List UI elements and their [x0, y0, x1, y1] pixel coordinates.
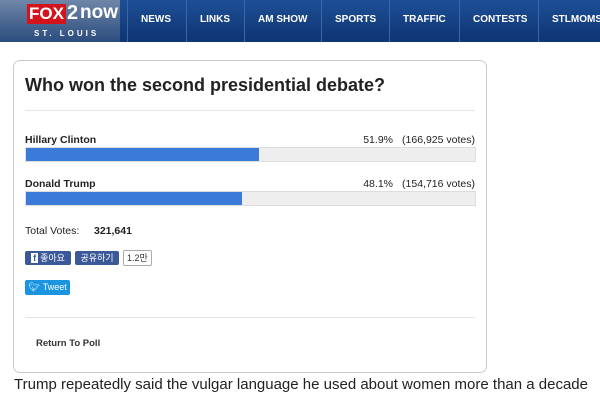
- option-percent: 48.1%: [363, 178, 393, 190]
- logo-suffix: now: [80, 2, 118, 23]
- like-button[interactable]: f 좋아요: [25, 251, 71, 265]
- header: FOX 2 now ST. LOUIS NEWS LINKS AM SHOW SPOR…: [0, 0, 600, 42]
- return-link[interactable]: Return To Poll: [36, 338, 101, 349]
- option-name: Donald Trump: [25, 178, 96, 190]
- logo[interactable]: FOX 2 now ST. LOUIS: [0, 0, 120, 42]
- nav-item[interactable]: LINKS: [200, 14, 230, 25]
- nav-item[interactable]: SPORTS: [335, 14, 377, 25]
- option-votes: (154,716 votes): [402, 178, 475, 190]
- bar: [26, 192, 242, 205]
- divider: [25, 317, 475, 318]
- poll-title: Who won the second presidential debate?: [25, 75, 386, 95]
- tweet-button[interactable]: 🐦︎ Tweet: [25, 280, 70, 295]
- nav-separator: [186, 0, 187, 42]
- poll-box: Who won the second presidential debate?: [13, 60, 487, 373]
- bar: [26, 148, 260, 161]
- total-label: Total Votes:: [25, 225, 80, 237]
- nav-separator: [389, 0, 390, 42]
- nav-separator: [244, 0, 245, 42]
- nav-separator: [538, 0, 539, 42]
- nav-separator: [127, 0, 128, 42]
- option-votes: (166,925 votes): [402, 134, 475, 146]
- tweet-text: Tweet: [42, 282, 67, 292]
- nav-separator: [321, 0, 322, 42]
- like-text: 좋아요: [40, 253, 65, 263]
- nav-item[interactable]: AM SHOW: [258, 14, 308, 25]
- share-count: 1.2만: [123, 250, 152, 266]
- option-percent: 51.9%: [363, 134, 393, 146]
- logo-brand: FOX: [27, 4, 66, 24]
- nav-item[interactable]: STLMOMS: [552, 14, 600, 25]
- nav-separator: [459, 0, 460, 42]
- share-button[interactable]: 공유하기: [75, 251, 119, 265]
- logo-city: ST. LOUIS: [34, 29, 100, 38]
- nav-item[interactable]: CONTESTS: [473, 14, 528, 25]
- divider: [25, 110, 475, 111]
- bar-track: [25, 147, 476, 162]
- nav-item[interactable]: NEWS: [141, 14, 171, 25]
- logo-channel: 2: [67, 2, 79, 24]
- total-votes: 321,641: [94, 225, 132, 237]
- option-name: Hillary Clinton: [25, 134, 97, 146]
- bar-track: [25, 191, 476, 206]
- nav-item[interactable]: TRAFFIC: [403, 14, 446, 25]
- article-text: Trump repeatedly said the vulgar languag…: [14, 376, 588, 393]
